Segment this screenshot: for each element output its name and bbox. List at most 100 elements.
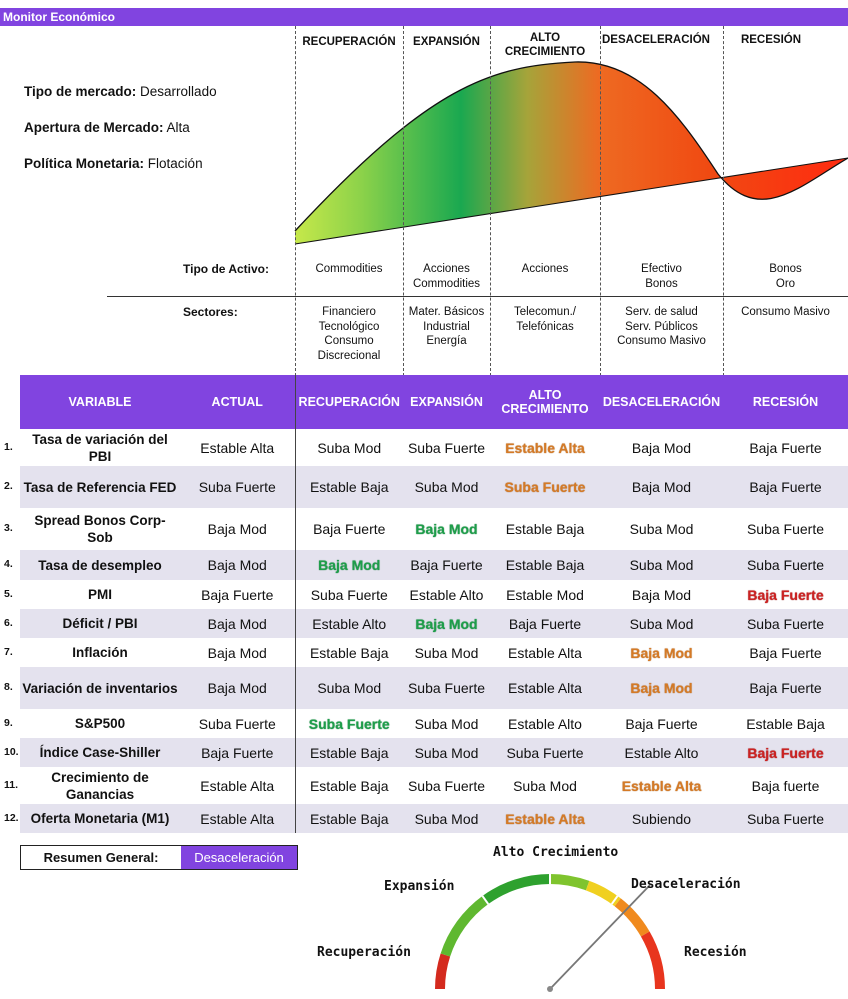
asset-alto-crecimiento: Acciones (521, 263, 569, 275)
phase-value: Suba Fuerte (723, 804, 848, 833)
phase-value: Baja Fuerte (294, 508, 403, 550)
gauge-label-desaceleracion: Desaceleración (631, 877, 741, 892)
phase-value: Suba Mod (629, 521, 694, 537)
asset-expansion: Acciones Commodities (412, 263, 481, 290)
gauge-tick (481, 895, 490, 905)
phase-value: Suba Fuerte (407, 439, 486, 456)
phase-value: Estable Alta (490, 667, 600, 709)
variable-name: Inflación (72, 645, 128, 660)
actual-value: Estable Alta (180, 804, 295, 833)
phase-value: Suba Mod (294, 429, 403, 466)
actual-value: Baja Mod (207, 644, 267, 661)
phase-value: Baja Fuerte (747, 586, 824, 603)
row-number: 1. (4, 440, 13, 453)
variable-name: Oferta Monetaria (M1) (20, 804, 180, 833)
phase-value: Suba Mod (513, 777, 577, 794)
market-type: Tipo de mercado: Desarrollado (24, 84, 217, 99)
asset-recesion: Bonos Oro (769, 263, 802, 290)
variable-name: Déficit / PBI (20, 609, 180, 638)
variable-name: S&P500 (74, 716, 126, 731)
phase-value: Suba Mod (403, 804, 490, 833)
phase-value: Subiendo (600, 804, 723, 833)
gauge-segment (435, 953, 451, 990)
phase-value: Estable Alto (600, 738, 723, 767)
row-number: 7. (4, 645, 13, 658)
sector-expansion: Mater. Básicos Industrial Energía (408, 306, 485, 347)
phase-value: Estable Baja (294, 767, 403, 804)
phase-value: Baja fuerte (751, 777, 820, 794)
phase-value: Baja Mod (600, 466, 723, 508)
phase-value: Baja Fuerte (723, 466, 848, 508)
table-row: Crecimiento de Ganancias Estable Alta Esta… (20, 767, 848, 804)
actual-value: Baja Fuerte (180, 738, 295, 767)
phase-value: Suba Mod (600, 609, 723, 638)
table-header-row: VARIABLE ACTUAL RECUPERACIÓN EXPANSIÓN A… (20, 375, 848, 429)
asset-type-label: Tipo de Activo: (183, 262, 270, 276)
gauge-label-recuperacion: Recuperación (317, 945, 411, 960)
row-number: 12. (4, 811, 19, 824)
gauge-segment (585, 880, 621, 907)
phase-value: Suba Mod (294, 667, 403, 709)
indicator-table: VARIABLE ACTUAL RECUPERACIÓN EXPANSIÓN A… (20, 375, 848, 833)
table-row: PMI Baja Fuerte Suba Fuerte Estable Alto Est… (20, 580, 848, 609)
table-row: Variación de inventarios Baja Mod Suba Mod… (20, 667, 848, 709)
sector-label: Sectores: (183, 305, 238, 319)
row-number: 6. (4, 616, 13, 629)
table-row: Déficit / PBI Baja Mod Estable Alto Baja Mo… (20, 609, 848, 638)
phase-value: Suba Mod (403, 738, 490, 767)
table-row: Tasa de variación del PBI Estable Alta Sub… (20, 429, 848, 466)
monetary-policy: Política Monetaria: Flotación (24, 156, 203, 171)
variable-name: Tasa de variación del PBI (32, 431, 168, 464)
row-number: 11. (4, 778, 19, 791)
phase-value: Suba Fuerte (294, 580, 403, 609)
phase-value: Suba Fuerte (490, 466, 600, 508)
actual-value: Estable Alta (200, 439, 275, 456)
phase-divider (490, 26, 491, 376)
phase-value: Baja Fuerte (490, 609, 600, 638)
gauge-label-recesion: Recesión (684, 945, 747, 960)
gauge-tick (610, 895, 619, 905)
table-row: Tasa de desempleo Baja Mod Baja Mod Baja Fu… (20, 550, 848, 580)
asset-recuperacion: Commodities (315, 263, 383, 275)
divider (107, 296, 848, 297)
cycle-wave-line (294, 61, 848, 232)
phase-value: Baja Mod (294, 550, 403, 580)
phase-value: Suba Mod (403, 466, 490, 508)
market-openness: Apertura de Mercado: Alta (24, 120, 190, 135)
phase-recuperacion: RECUPERACIÓN (302, 36, 396, 48)
cycle-wave-shape (295, 61, 848, 245)
phase-value: Estable Baja (294, 738, 403, 767)
actual-value: Baja Fuerte (201, 586, 274, 603)
gauge-segment (614, 898, 650, 937)
actual-value: Baja Mod (180, 667, 295, 709)
actual-value: Baja Mod (180, 550, 295, 580)
row-number: 4. (4, 558, 13, 570)
phase-value: Estable Baja (294, 804, 403, 833)
phase-recesion: RECESIÓN (740, 34, 802, 46)
actual-value: Suba Fuerte (180, 466, 295, 508)
phase-value: Estable Alta (490, 804, 600, 833)
row-number: 2. (4, 480, 13, 492)
gauge-segment (640, 931, 665, 990)
phase-value: Estable Alta (508, 644, 582, 661)
phase-divider (600, 26, 601, 376)
phase-value: Suba Fuerte (490, 738, 600, 767)
phase-alto-crecimiento: ALTO CRECIMIENTO (504, 32, 586, 58)
variable-name: Crecimiento de Ganancias (51, 769, 149, 802)
variable-name: Índice Case-Shiller (20, 738, 180, 767)
variable-name: Tasa de Referencia FED (20, 466, 180, 508)
phase-value: Suba Mod (414, 715, 479, 732)
phase-value: Baja Fuerte (723, 738, 848, 767)
row-number: 5. (4, 587, 13, 600)
phase-value: Estable Baja (294, 638, 403, 667)
phase-desaceleracion: DESACELERACIÓN (602, 34, 710, 46)
actual-value: Estable Alta (200, 777, 275, 794)
table-row: Spread Bonos Corp-Sob Baja Mod Baja Fuerte… (20, 508, 848, 550)
phase-value: Baja Fuerte (749, 439, 822, 456)
header-expansion: EXPANSIÓN (403, 375, 490, 429)
gauge-label-expansion: Expansión (384, 879, 455, 894)
actual-value: Baja Mod (207, 521, 267, 537)
phase-value: Baja Fuerte (625, 715, 698, 732)
phase-divider (403, 26, 404, 376)
variable-name: Tasa de desempleo (20, 550, 180, 580)
